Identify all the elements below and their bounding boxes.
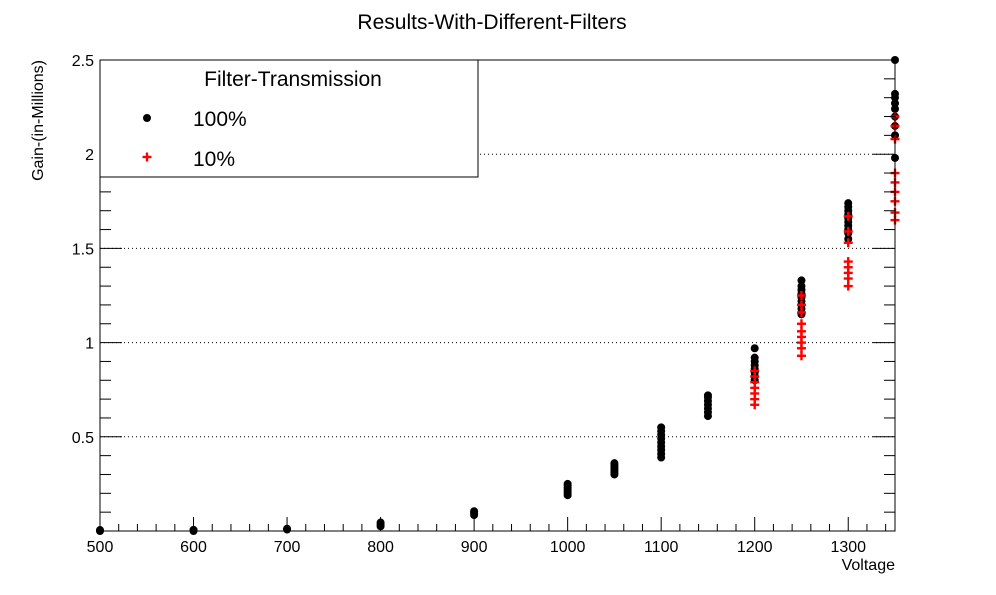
data-point-10: [843, 226, 853, 236]
legend-entry-100: 100%: [193, 108, 247, 131]
data-point-100: [750, 344, 759, 353]
data-point-10: [796, 300, 806, 310]
data-point-10: [796, 351, 806, 361]
y-tick-label: 1.5: [72, 241, 94, 258]
legend-title: Filter-Transmission: [204, 68, 382, 91]
x-tick-label: 700: [274, 539, 301, 556]
x-tick-label: 800: [367, 539, 394, 556]
data-point-100: [657, 423, 666, 432]
legend-entry-10: 10%: [193, 148, 235, 171]
y-tick-label: 0.5: [72, 430, 94, 447]
y-tick-label: 1: [85, 336, 94, 353]
legend: Filter-Transmission 100% 10%: [99, 59, 479, 178]
legend-marker-10: [142, 152, 152, 162]
data-point-100: [470, 507, 479, 516]
data-point-10: [796, 291, 806, 300]
legend-marker-100: [143, 114, 151, 122]
plot-frame: [99, 59, 896, 532]
tick-labels: 0.5 1 1.5 2 2.5 500 600 700 800 900 1000 1100 1200 13…: [72, 53, 866, 556]
data-point-100: [797, 282, 806, 291]
data-point-100: [703, 391, 712, 400]
chart-title: Results-With-Different-Filters: [357, 11, 626, 34]
legend-box: [99, 59, 479, 178]
x-tick-label: 600: [180, 539, 207, 556]
x-tick-label: 1200: [737, 539, 773, 556]
data-point-10: [843, 281, 853, 291]
data-point-10: [796, 326, 806, 336]
data-point-100: [844, 199, 853, 208]
y-tick-label: 2: [85, 147, 94, 164]
x-tick-label: 1000: [550, 539, 586, 556]
data-point-100: [750, 353, 759, 362]
x-tick-label: 900: [461, 539, 488, 556]
data-point-10: [843, 211, 853, 221]
y-tick-label: 2.5: [72, 53, 94, 70]
data-point-10: [843, 257, 853, 267]
data-point-10: [796, 307, 806, 317]
data-point-10: [843, 238, 853, 248]
y-axis-label: Gain-(in-Millions): [30, 60, 47, 181]
data-point-10: [750, 366, 760, 376]
data-point-100: [797, 276, 806, 285]
x-tick-label: 500: [87, 539, 114, 556]
x-axis-label: Voltage: [842, 557, 895, 574]
data-point-10: [796, 319, 806, 329]
data-point-100: [610, 459, 619, 468]
axis-ticks: [100, 78, 895, 531]
x-tick-label: 1300: [830, 539, 866, 556]
data-point-100: [563, 479, 572, 488]
x-tick-label: 1100: [644, 539, 679, 556]
